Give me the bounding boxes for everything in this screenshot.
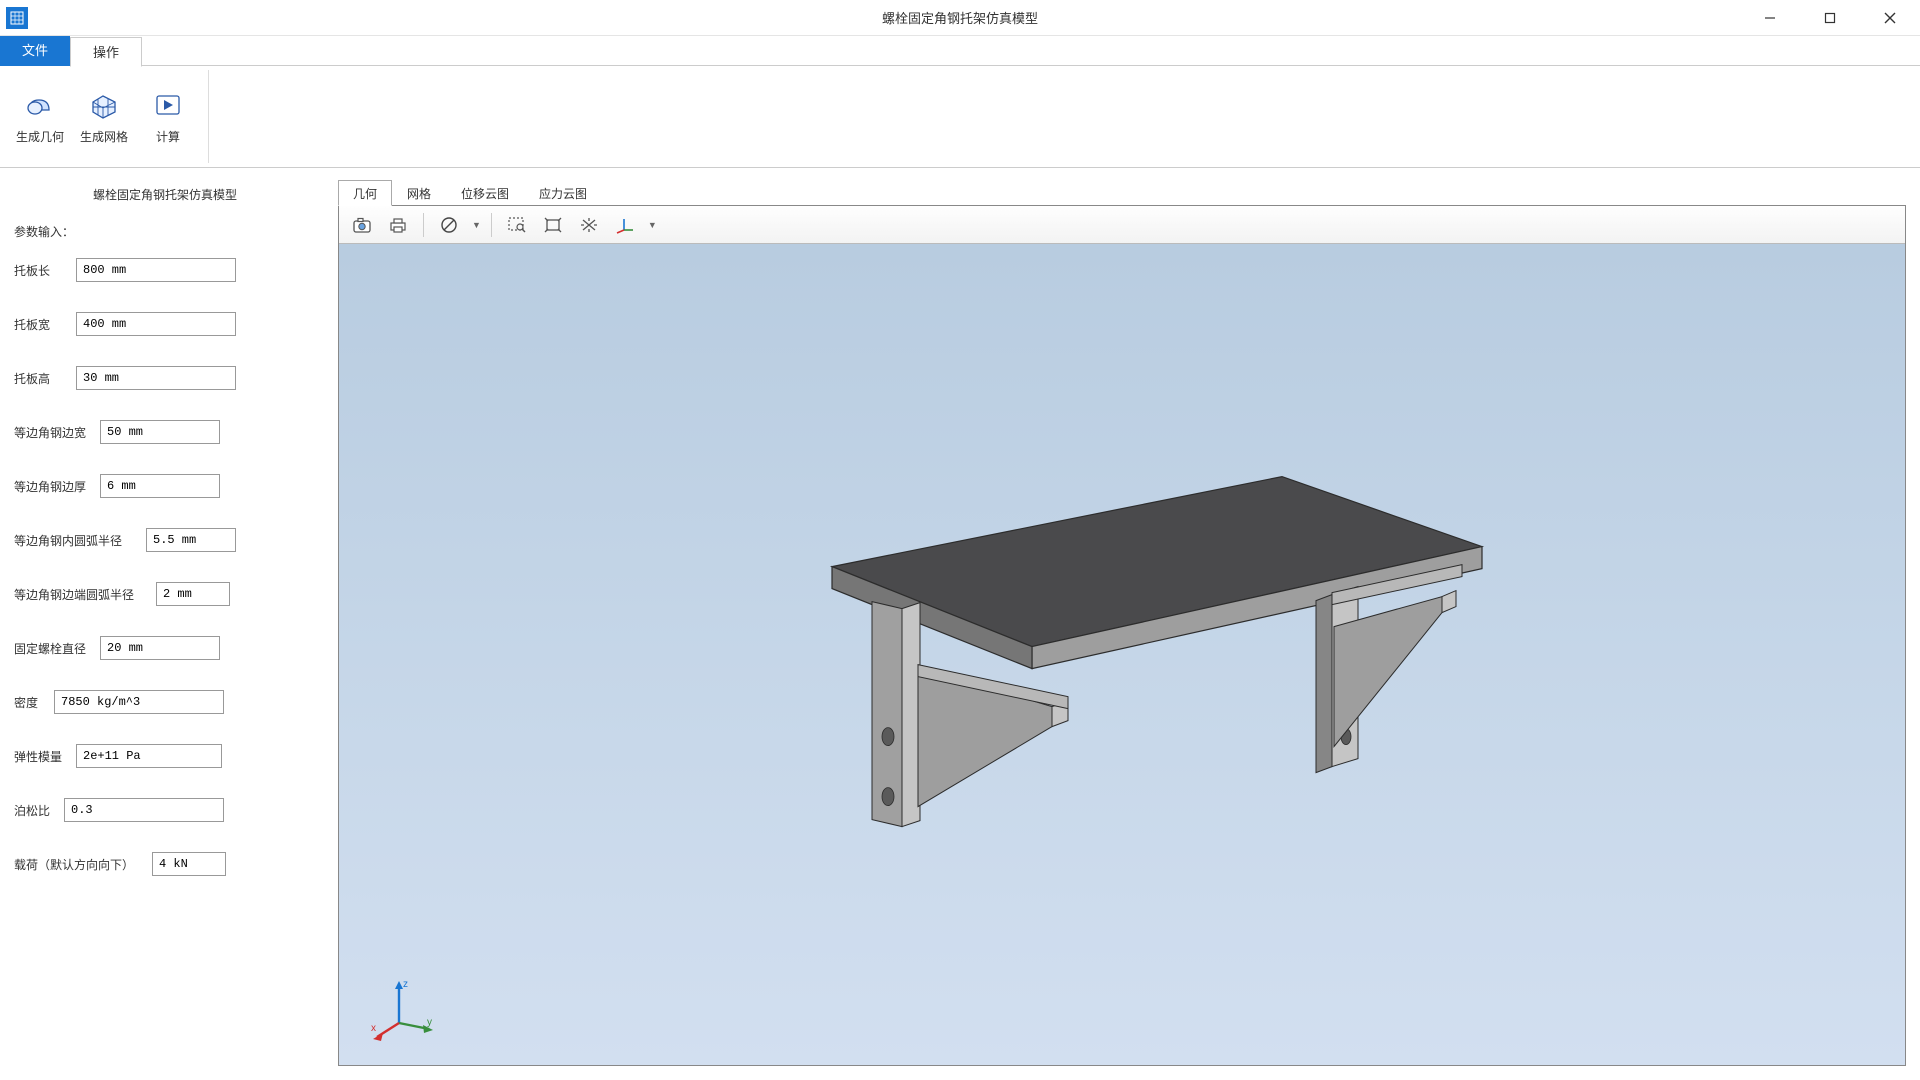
ribbon-gen-mesh-label: 生成网格: [80, 128, 128, 145]
axis-gizmo: z y x: [369, 975, 439, 1045]
param-angle-edge-r-label: 等边角钢边端圆弧半径: [14, 586, 150, 603]
close-button[interactable]: [1860, 0, 1920, 36]
param-angle-thick-input[interactable]: [100, 474, 220, 498]
app-icon: [6, 7, 28, 29]
tab-geometry[interactable]: 几何: [338, 180, 392, 206]
main-panel: 几何 网格 位移云图 应力云图 ▼ ▼: [330, 168, 1920, 1080]
tab-stress[interactable]: 应力云图: [524, 180, 602, 206]
ribbon-gen-mesh[interactable]: 生成网格: [78, 74, 130, 159]
param-angle-width: 等边角钢边宽: [10, 420, 320, 444]
viewport-3d[interactable]: z y x: [339, 244, 1905, 1065]
hide-icon: [440, 216, 458, 234]
toolbar-snapshot[interactable]: [347, 211, 377, 239]
axis-x-label: x: [371, 1023, 376, 1034]
model-rendering: [742, 436, 1502, 856]
param-load-label: 载荷（默认方向向下）: [14, 856, 146, 873]
param-plate-height-input[interactable]: [76, 366, 236, 390]
compute-icon: [151, 88, 185, 122]
param-plate-height-label: 托板高: [14, 370, 70, 387]
camera-icon: [352, 216, 372, 234]
param-youngs: 弹性模量: [10, 744, 320, 768]
zoom-extents-icon: [543, 216, 563, 234]
param-density-label: 密度: [14, 694, 48, 711]
param-angle-inner-r: 等边角钢内圆弧半径: [10, 528, 320, 552]
toolbar-zoom-selected[interactable]: [574, 211, 604, 239]
view-tabs: 几何 网格 位移云图 应力云图: [338, 180, 1906, 206]
toolbar-view-dir[interactable]: [610, 211, 640, 239]
toolbar-zoom-box[interactable]: [502, 211, 532, 239]
toolbar-print[interactable]: [383, 211, 413, 239]
tab-mesh[interactable]: 网格: [392, 180, 446, 206]
toolbar-zoom-extents[interactable]: [538, 211, 568, 239]
viewer-container: ▼ ▼: [338, 205, 1906, 1066]
print-icon: [388, 216, 408, 234]
param-poisson: 泊松比: [10, 798, 320, 822]
param-angle-inner-r-input[interactable]: [146, 528, 236, 552]
menu-file[interactable]: 文件: [0, 36, 70, 66]
zoom-box-icon: [507, 216, 527, 234]
param-angle-thick-label: 等边角钢边厚: [14, 478, 94, 495]
title-bar: 螺栓固定角钢托架仿真模型: [0, 0, 1920, 36]
param-density-input[interactable]: [54, 690, 224, 714]
param-youngs-label: 弹性模量: [14, 748, 70, 765]
param-angle-inner-r-label: 等边角钢内圆弧半径: [14, 532, 140, 549]
gen-mesh-icon: [87, 88, 121, 122]
toolbar-hide-dropdown[interactable]: ▼: [472, 220, 481, 230]
window-controls: [1740, 0, 1920, 36]
param-bolt-dia: 固定螺栓直径: [10, 636, 320, 660]
param-angle-width-input[interactable]: [100, 420, 220, 444]
ribbon-group-main: 生成几何 生成网格 计算: [8, 70, 209, 163]
zoom-sel-icon: [579, 216, 599, 234]
menu-operate[interactable]: 操作: [70, 37, 142, 67]
param-angle-width-label: 等边角钢边宽: [14, 424, 94, 441]
param-poisson-label: 泊松比: [14, 802, 58, 819]
param-load-input[interactable]: [152, 852, 226, 876]
axis-y-label: y: [427, 1017, 432, 1028]
toolbar-sep-1: [423, 213, 424, 237]
param-bolt-dia-input[interactable]: [100, 636, 220, 660]
toolbar-hide[interactable]: [434, 211, 464, 239]
param-angle-edge-r-input[interactable]: [156, 582, 230, 606]
toolbar-sep-2: [491, 213, 492, 237]
param-plate-width-label: 托板宽: [14, 316, 70, 333]
sidebar: 螺栓固定角钢托架仿真模型 参数输入： 托板长 托板宽 托板高 等边角钢边宽 等边…: [0, 168, 330, 1080]
param-plate-width-input[interactable]: [76, 312, 236, 336]
axis-z-label: z: [403, 979, 408, 990]
viewer-toolbar: ▼ ▼: [339, 206, 1905, 244]
param-load: 载荷（默认方向向下）: [10, 852, 320, 876]
param-poisson-input[interactable]: [64, 798, 224, 822]
sidebar-subtitle: 参数输入：: [10, 223, 320, 240]
window-title: 螺栓固定角钢托架仿真模型: [882, 8, 1038, 27]
param-plate-height: 托板高: [10, 366, 320, 390]
param-youngs-input[interactable]: [76, 744, 222, 768]
param-density: 密度: [10, 690, 320, 714]
toolbar-view-dir-dropdown[interactable]: ▼: [648, 220, 657, 230]
tab-displacement[interactable]: 位移云图: [446, 180, 524, 206]
ribbon-compute-label: 计算: [156, 128, 180, 145]
content-area: 螺栓固定角钢托架仿真模型 参数输入： 托板长 托板宽 托板高 等边角钢边宽 等边…: [0, 168, 1920, 1080]
param-plate-length-label: 托板长: [14, 262, 70, 279]
param-plate-length: 托板长: [10, 258, 320, 282]
menu-bar: 文件 操作: [0, 36, 1920, 66]
maximize-button[interactable]: [1800, 0, 1860, 36]
ribbon-compute[interactable]: 计算: [142, 74, 194, 159]
axis-icon: [614, 216, 636, 234]
ribbon: 生成几何 生成网格 计算: [0, 66, 1920, 168]
minimize-button[interactable]: [1740, 0, 1800, 36]
param-plate-length-input[interactable]: [76, 258, 236, 282]
param-bolt-dia-label: 固定螺栓直径: [14, 640, 94, 657]
param-angle-edge-r: 等边角钢边端圆弧半径: [10, 582, 320, 606]
ribbon-gen-geometry[interactable]: 生成几何: [14, 74, 66, 159]
param-plate-width: 托板宽: [10, 312, 320, 336]
ribbon-gen-geometry-label: 生成几何: [16, 128, 64, 145]
sidebar-title: 螺栓固定角钢托架仿真模型: [10, 186, 320, 203]
gen-geometry-icon: [23, 88, 57, 122]
param-angle-thick: 等边角钢边厚: [10, 474, 320, 498]
